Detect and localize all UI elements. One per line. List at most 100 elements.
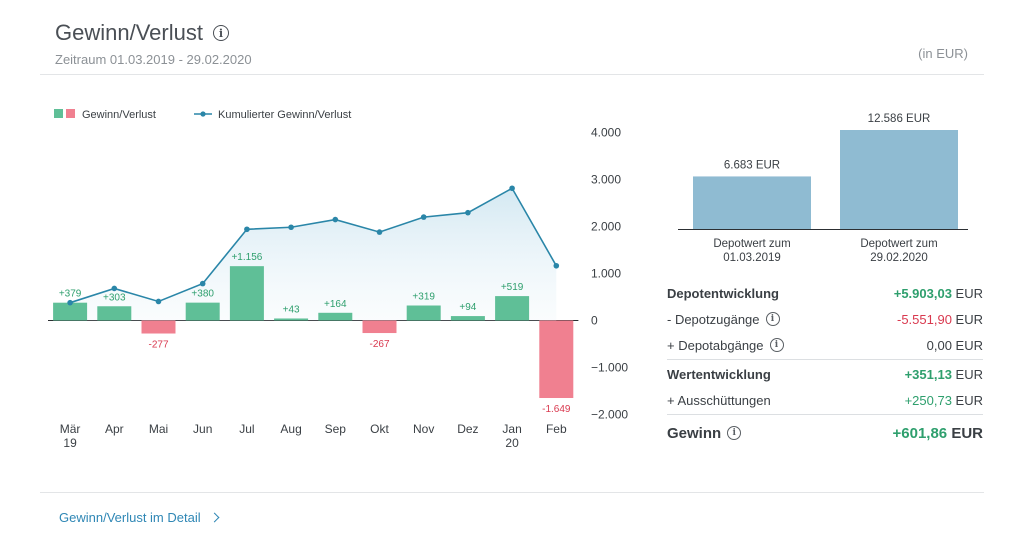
summary-row-label-text: Gewinn	[667, 424, 722, 442]
bar	[274, 318, 309, 321]
summary-row-label-text: - Depotzugänge	[667, 311, 760, 327]
x-tick-label: Aug	[280, 422, 301, 436]
cumulative-area	[70, 188, 557, 321]
y-tick-label: −1.000	[591, 361, 628, 375]
summary-value-number: +5.903,03	[893, 285, 952, 301]
depot-bar-date: 29.02.2020	[870, 252, 928, 264]
depot-bar-label: Depotwert zum	[713, 238, 790, 250]
line-point	[111, 285, 118, 292]
y-tick-label: −2.000	[591, 408, 628, 422]
profit-loss-chart: Gewinn/Verlust Kumulierter Gewinn/Verlust…	[48, 109, 968, 450]
summary-value-currency: EUR	[951, 392, 983, 408]
x-tick-label: Okt	[370, 422, 389, 436]
bar	[539, 320, 574, 399]
summary-row-label: + Ausschüttungen	[667, 393, 771, 408]
bar-value-label: +379	[59, 289, 82, 300]
depot-bar-value: 12.586 EUR	[868, 113, 931, 125]
summary-row: Wertentwicklung +351,13 EUR	[667, 361, 983, 387]
summary-row: Depotentwicklung +5.903,03 EUR	[667, 280, 983, 306]
bar-value-label: +94	[459, 302, 476, 313]
info-icon[interactable]: i	[765, 312, 780, 326]
info-icon[interactable]: i	[727, 426, 742, 440]
y-tick-label: 0	[591, 314, 598, 328]
bar-value-label: -277	[148, 340, 168, 351]
summary-row-label: Wertentwicklung	[667, 367, 771, 382]
x-tick-label: Nov	[413, 422, 434, 436]
summary-row-value: +5.903,03 EUR	[894, 286, 983, 301]
bar	[495, 296, 530, 321]
bar	[406, 305, 441, 321]
summary-value-currency: EUR	[951, 285, 983, 301]
detail-link-label: Gewinn/Verlust im Detail	[59, 510, 201, 525]
summary-row: - Depotzugänge i -5.551,90 EUR	[667, 306, 983, 332]
summary-value-number: -5.551,90	[897, 311, 952, 327]
bar-value-label: -267	[369, 339, 389, 350]
summary-row-label: + Depotabgänge i	[667, 338, 784, 353]
bar-value-label: +319	[412, 292, 435, 303]
line-point	[420, 214, 427, 220]
summary-row: + Depotabgänge i 0,00 EUR	[667, 332, 983, 358]
bar	[53, 302, 88, 321]
line-point	[465, 209, 471, 216]
summary-value-currency: EUR	[951, 311, 983, 327]
line-point	[244, 226, 250, 233]
bar	[97, 306, 132, 321]
line-point	[332, 216, 339, 223]
line-point	[553, 262, 560, 269]
x-tick-label: Jan	[502, 422, 521, 436]
period-text: Zeitraum 01.03.2019 - 29.02.2020	[55, 52, 252, 67]
depot-bar	[693, 176, 811, 229]
summary-row-value: -5.551,90 EUR	[897, 312, 983, 327]
summary-row: + Ausschüttungen +250,73 EUR	[667, 387, 983, 413]
detail-link[interactable]: Gewinn/Verlust im Detail	[59, 510, 220, 525]
chevron-right-icon	[209, 512, 220, 523]
y-tick-label: 1.000	[591, 267, 621, 281]
line-point	[376, 229, 383, 235]
line-point	[288, 224, 294, 231]
summary-value-number: +250,73	[904, 392, 952, 408]
x-tick-label: Sep	[325, 422, 347, 436]
bar-value-label: +380	[191, 289, 214, 300]
summary-value-number: +351,13	[904, 366, 952, 382]
summary-row-value: +601,86 EUR	[893, 425, 983, 442]
line-point	[67, 299, 73, 306]
summary-row-label: Depotentwicklung	[667, 286, 779, 301]
legend-label-line: Kumulierter Gewinn/Verlust	[218, 109, 351, 121]
summary-row-label-text: Depotentwicklung	[667, 285, 779, 301]
bar-value-label: +164	[324, 299, 347, 310]
bar-value-label: +519	[501, 282, 524, 293]
summary-row-label: - Depotzugänge i	[667, 312, 780, 327]
summary-row-label: Gewinn i	[667, 424, 742, 442]
top-divider	[40, 74, 984, 75]
summary-value-currency: EUR	[951, 366, 983, 382]
summary-separator	[667, 359, 983, 360]
summary-separator	[667, 414, 983, 415]
x-tick-label: Apr	[105, 422, 124, 436]
summary-row-label-text: Wertentwicklung	[667, 366, 771, 382]
summary-table: Depotentwicklung +5.903,03 EUR - Depotzugä…	[667, 280, 983, 450]
depot-bar-label: Depotwert zum	[860, 238, 937, 250]
x-tick-label-year: 19	[63, 436, 77, 450]
info-icon[interactable]: i	[769, 338, 784, 352]
legend-line-marker	[200, 111, 206, 117]
info-icon[interactable]: i	[212, 25, 229, 41]
summary-value-currency: EUR	[951, 337, 983, 353]
x-tick-label: Jul	[239, 422, 254, 436]
legend-label-bars: Gewinn/Verlust	[82, 109, 156, 121]
depot-bar-value: 6.683 EUR	[724, 159, 780, 171]
bar	[362, 320, 397, 334]
depot-bar-date: 01.03.2019	[723, 252, 781, 264]
legend-swatch-positive	[54, 109, 63, 118]
line-point	[509, 185, 515, 192]
x-tick-label: Mär	[60, 422, 81, 436]
x-tick-label: Jun	[193, 422, 212, 436]
summary-row-label-text: + Ausschüttungen	[667, 392, 771, 408]
bar-value-label: -1.649	[542, 404, 571, 415]
x-tick-label: Dez	[457, 422, 478, 436]
summary-value-number: 0,00	[926, 337, 952, 353]
bar	[141, 320, 176, 334]
bar-value-label: +303	[103, 292, 126, 303]
legend-swatch-negative	[66, 109, 75, 118]
y-tick-label: 3.000	[591, 173, 621, 187]
summary-row-label-text: + Depotabgänge	[667, 337, 764, 353]
